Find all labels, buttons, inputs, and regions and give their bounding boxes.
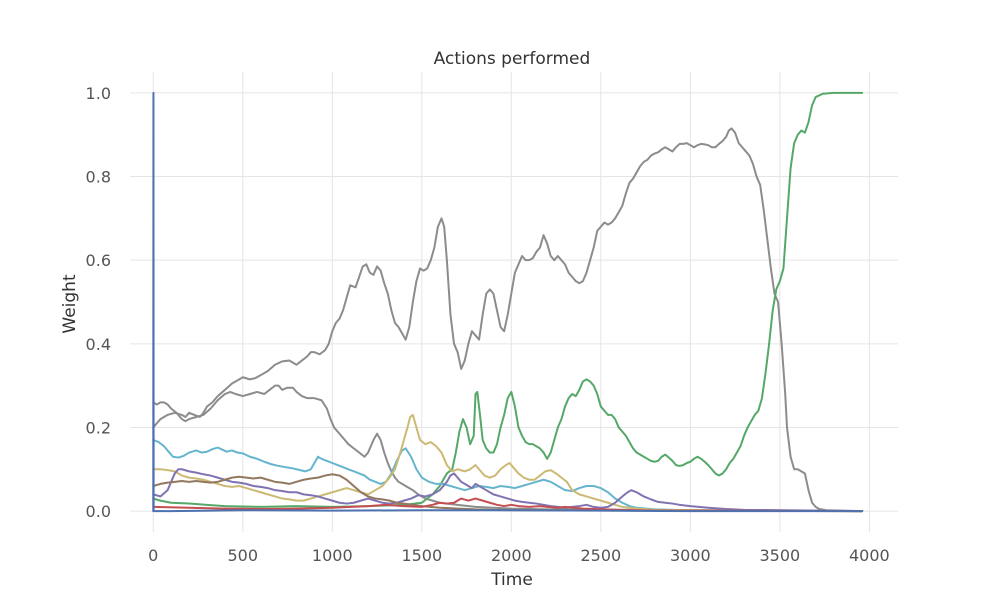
series-line-9 [152, 91, 864, 513]
x-axis-label: Time [490, 570, 533, 590]
y-tick-label: 0.0 [86, 502, 111, 521]
series-lines [152, 91, 864, 513]
x-tick-label: 1500 [401, 546, 442, 565]
y-tick-label: 0.4 [86, 335, 111, 354]
series-line-5 [152, 413, 864, 513]
x-tick-label: 2500 [580, 546, 621, 565]
series-line-4 [152, 439, 864, 513]
y-tick-label: 0.2 [86, 418, 111, 437]
y-axis-label: Weight [60, 274, 80, 334]
x-tick-label: 3500 [759, 546, 800, 565]
x-tick-label: 2000 [491, 546, 532, 565]
series-line-7 [152, 473, 864, 513]
series-line-1 [152, 127, 864, 513]
tick-labels: 0 500 1000 1500 2000 2500 3000 3500 4000 0.0 0.2 0.… [86, 84, 890, 565]
y-tick-label: 1.0 [86, 84, 111, 103]
x-tick-label: 500 [228, 546, 259, 565]
series-line-2 [152, 384, 864, 513]
series-line-3 [152, 91, 864, 508]
x-tick-label: 0 [148, 546, 158, 565]
series-line-8 [152, 497, 864, 513]
y-tick-label: 0.6 [86, 251, 111, 270]
x-tick-label: 3000 [670, 546, 711, 565]
x-tick-label: 1000 [312, 546, 353, 565]
chart-title: Actions performed [434, 49, 591, 69]
x-tick-label: 4000 [849, 546, 890, 565]
series-line-6 [152, 468, 864, 513]
grid [130, 72, 898, 532]
y-tick-label: 0.8 [86, 168, 111, 187]
